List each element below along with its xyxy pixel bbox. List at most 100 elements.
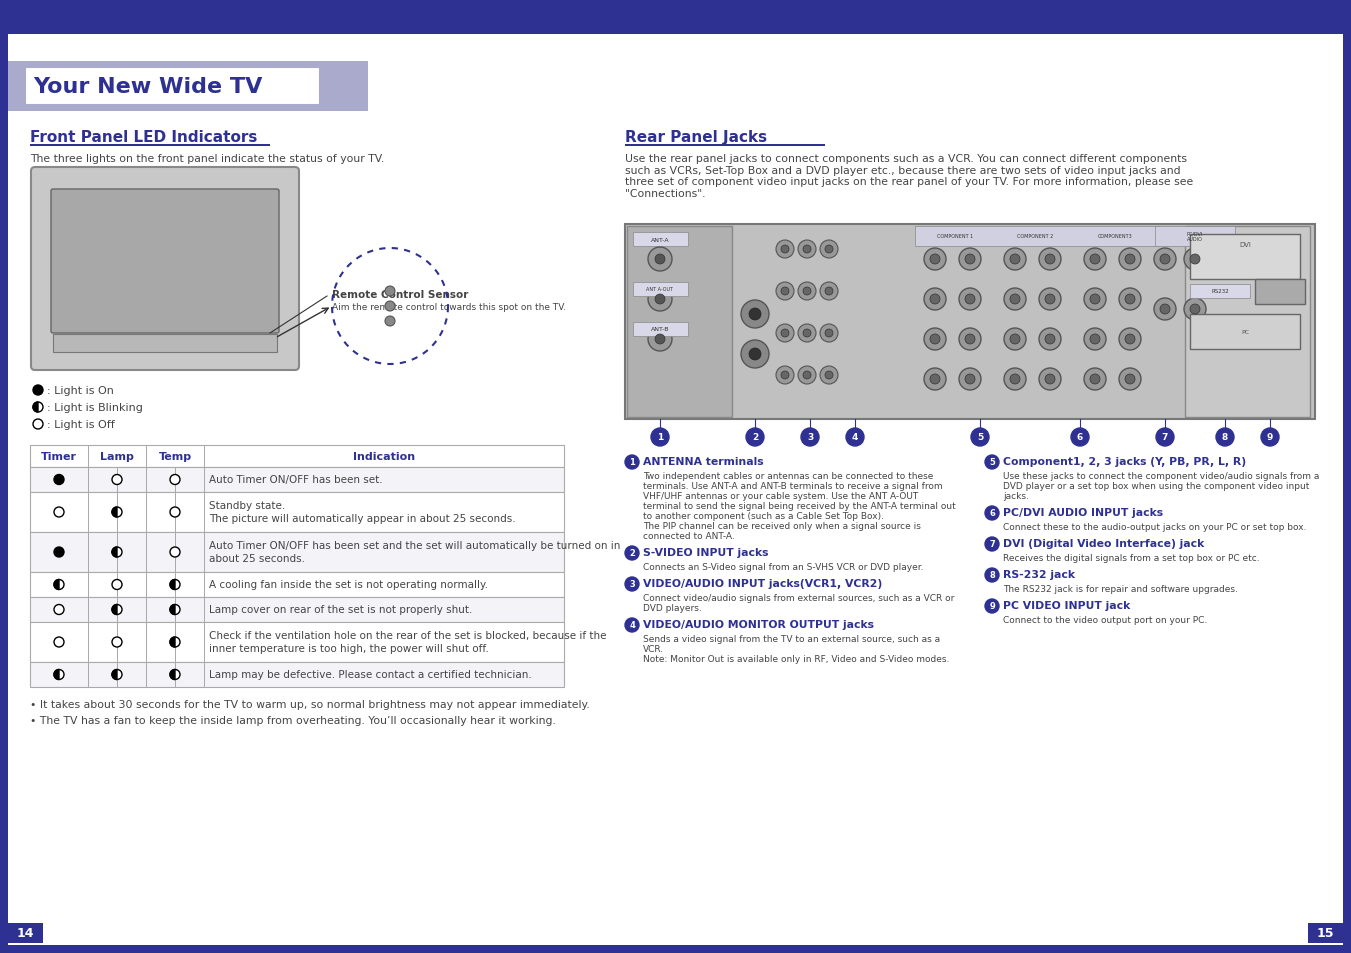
Circle shape (775, 367, 794, 385)
Circle shape (32, 386, 43, 395)
Polygon shape (112, 670, 118, 679)
Circle shape (170, 579, 180, 590)
Text: : Light is Blinking: : Light is Blinking (47, 402, 143, 413)
Circle shape (740, 340, 769, 369)
Circle shape (385, 316, 394, 327)
Circle shape (655, 335, 665, 345)
Text: Your New Wide TV: Your New Wide TV (32, 77, 262, 97)
Circle shape (1119, 369, 1142, 391)
Circle shape (965, 294, 975, 305)
Text: Connect to the video output port on your PC.: Connect to the video output port on your… (1002, 616, 1208, 624)
Circle shape (1011, 254, 1020, 265)
Bar (30, 598, 563, 622)
Circle shape (965, 375, 975, 385)
Text: 2: 2 (630, 549, 635, 558)
Circle shape (170, 638, 180, 647)
Polygon shape (112, 605, 118, 615)
Circle shape (1090, 375, 1100, 385)
Text: PC/DVI AUDIO INPUT jacks: PC/DVI AUDIO INPUT jacks (1002, 507, 1163, 517)
Circle shape (798, 241, 816, 258)
Text: 4: 4 (630, 620, 635, 630)
Circle shape (1156, 429, 1174, 447)
Circle shape (170, 547, 180, 558)
Circle shape (820, 325, 838, 343)
Circle shape (820, 367, 838, 385)
Text: Check if the ventilation hole on the rear of the set is blocked, because if the: Check if the ventilation hole on the rea… (209, 631, 607, 640)
Text: Auto Timer ON/OFF has been set and the set will automatically be turned on in: Auto Timer ON/OFF has been set and the s… (209, 541, 620, 551)
Circle shape (1190, 305, 1200, 314)
Polygon shape (112, 547, 118, 558)
Circle shape (775, 241, 794, 258)
Circle shape (1090, 254, 1100, 265)
Circle shape (798, 367, 816, 385)
Circle shape (54, 605, 63, 615)
Circle shape (985, 568, 998, 582)
Circle shape (802, 288, 811, 295)
Text: 3: 3 (630, 579, 635, 589)
Circle shape (781, 330, 789, 337)
Circle shape (985, 537, 998, 552)
Text: • It takes about 30 seconds for the TV to warm up, so normal brightness may not : • It takes about 30 seconds for the TV t… (30, 700, 590, 709)
Circle shape (170, 670, 180, 679)
Circle shape (112, 579, 122, 590)
Circle shape (825, 246, 834, 253)
Text: 8: 8 (1221, 433, 1228, 442)
FancyBboxPatch shape (51, 190, 280, 334)
Polygon shape (170, 670, 176, 679)
Circle shape (985, 506, 998, 520)
Text: VCR.: VCR. (643, 644, 665, 654)
Circle shape (1190, 254, 1200, 265)
Bar (626, 145, 825, 147)
Text: DVD players.: DVD players. (643, 603, 701, 613)
Text: 1: 1 (657, 433, 663, 442)
Circle shape (1260, 429, 1279, 447)
Bar (1308, 923, 1343, 943)
Circle shape (1125, 375, 1135, 385)
Text: VIDEO/AUDIO INPUT jacks(VCR1, VCR2): VIDEO/AUDIO INPUT jacks(VCR1, VCR2) (643, 578, 882, 588)
Circle shape (655, 294, 665, 305)
Text: Rear Panel Jacks: Rear Panel Jacks (626, 130, 767, 145)
Circle shape (1084, 249, 1106, 271)
Circle shape (1011, 335, 1020, 345)
Circle shape (929, 254, 940, 265)
Bar (1190, 285, 1250, 298)
Circle shape (626, 578, 639, 592)
Polygon shape (170, 638, 176, 647)
Bar (1190, 234, 1300, 280)
Circle shape (802, 372, 811, 379)
Circle shape (648, 288, 671, 312)
Text: 6: 6 (989, 509, 994, 518)
Text: Aim the remote control towards this spot on the TV.: Aim the remote control towards this spot… (332, 303, 566, 312)
FancyBboxPatch shape (31, 168, 299, 371)
Text: 15: 15 (1316, 926, 1333, 940)
Text: • The TV has a fan to keep the inside lamp from overheating. You’ll occasionally: • The TV has a fan to keep the inside la… (30, 716, 555, 725)
Circle shape (626, 546, 639, 560)
Circle shape (648, 328, 671, 352)
Bar (26, 68, 320, 106)
Bar (30, 493, 563, 533)
Circle shape (781, 372, 789, 379)
Circle shape (112, 670, 122, 679)
Text: DVI: DVI (1239, 242, 1251, 248)
Circle shape (1084, 289, 1106, 311)
Text: ANT-B: ANT-B (651, 327, 669, 333)
Circle shape (1039, 369, 1061, 391)
Circle shape (971, 429, 989, 447)
Text: Timer: Timer (41, 452, 77, 461)
Text: S-VIDEO INPUT jacks: S-VIDEO INPUT jacks (643, 547, 769, 558)
Circle shape (1071, 429, 1089, 447)
Text: 1: 1 (630, 458, 635, 467)
Text: Receives the digital signals from a set top box or PC etc.: Receives the digital signals from a set … (1002, 554, 1259, 562)
Circle shape (985, 599, 998, 614)
Circle shape (385, 287, 394, 296)
Text: VHF/UHF antennas or your cable system. Use the ANT A-OUT: VHF/UHF antennas or your cable system. U… (643, 492, 919, 500)
Text: terminal to send the signal being received by the ANT-A terminal out: terminal to send the signal being receiv… (643, 501, 955, 511)
Circle shape (626, 618, 639, 633)
Text: 2: 2 (753, 433, 758, 442)
Bar (1255, 280, 1305, 305)
Circle shape (1046, 375, 1055, 385)
Bar (634, 323, 688, 336)
Circle shape (626, 456, 639, 470)
Circle shape (112, 475, 122, 485)
Circle shape (1004, 329, 1025, 351)
